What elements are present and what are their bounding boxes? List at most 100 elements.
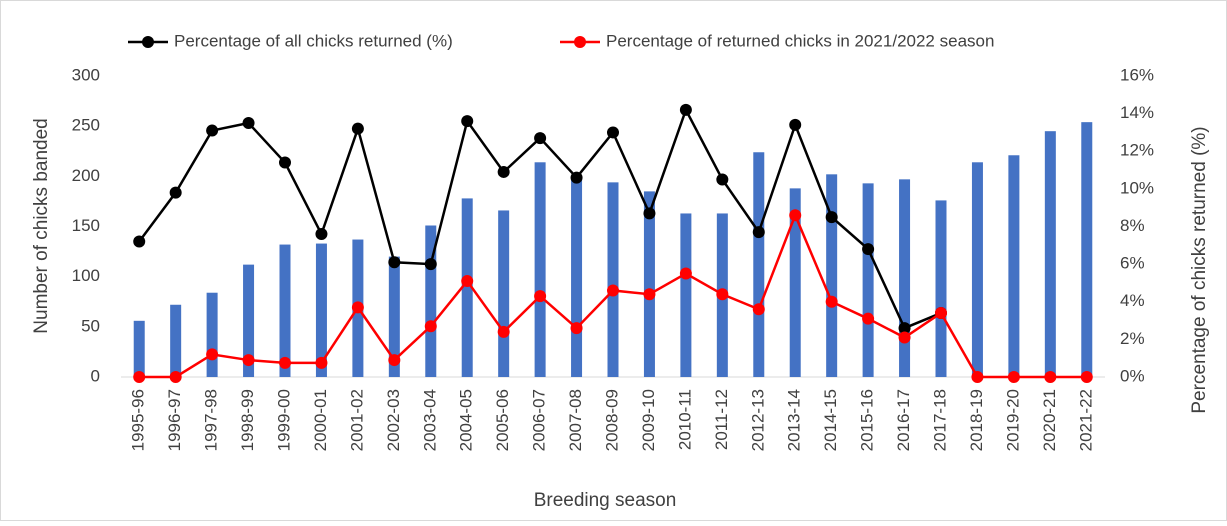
marker — [935, 307, 947, 320]
x-tick-label: 2005-06 — [493, 389, 512, 451]
x-tick-label: 2001-02 — [347, 389, 366, 451]
x-tick-label: 2010-11 — [675, 389, 694, 450]
x-tick-label: 2017-18 — [930, 389, 949, 451]
bar — [1081, 122, 1093, 377]
bar — [680, 213, 692, 377]
y2-tick-label: 10% — [1120, 178, 1154, 197]
marker — [752, 303, 765, 316]
y2-tick-label: 8% — [1120, 216, 1145, 235]
bar — [498, 210, 510, 377]
marker — [351, 301, 364, 314]
bar — [1044, 131, 1056, 377]
x-tick-label: 2000-01 — [311, 389, 330, 451]
y-tick-label: 100 — [72, 266, 100, 285]
marker — [424, 258, 437, 271]
marker — [898, 331, 911, 344]
marker — [424, 320, 437, 333]
marker — [607, 126, 619, 139]
y-tick-label: 150 — [72, 216, 100, 235]
marker — [461, 275, 474, 288]
legend-marker — [574, 36, 586, 48]
marker — [315, 356, 328, 369]
marker — [534, 290, 547, 303]
x-tick-label: 2004-05 — [457, 389, 476, 451]
marker — [169, 371, 182, 383]
x-tick-label: 1995-96 — [129, 389, 148, 451]
x-tick-label: 2009-10 — [639, 389, 658, 451]
marker — [534, 132, 547, 145]
marker — [607, 284, 619, 297]
marker — [752, 226, 765, 239]
bar — [206, 292, 218, 377]
marker — [242, 354, 255, 367]
y2-tick-label: 0% — [1120, 366, 1145, 385]
marker — [206, 124, 219, 137]
marker — [716, 288, 729, 301]
x-tick-label: 2003-04 — [420, 389, 439, 451]
marker — [898, 322, 911, 335]
marker — [497, 165, 510, 178]
marker — [133, 371, 146, 383]
x-tick-label: 2008-09 — [602, 389, 621, 451]
x-tick-label: 2020-21 — [1040, 389, 1059, 451]
x-tick-label: 2018-19 — [967, 389, 986, 451]
x-tick-label: 2006-07 — [530, 389, 549, 451]
bar — [571, 178, 583, 377]
marker — [1080, 371, 1093, 383]
bar — [315, 243, 327, 377]
marker — [570, 322, 583, 335]
marker — [716, 173, 729, 186]
bar — [607, 182, 619, 377]
bar — [753, 152, 765, 377]
marker — [825, 295, 838, 308]
x-tick-label: 1998-99 — [238, 389, 257, 451]
bar — [862, 183, 874, 377]
marker — [1044, 371, 1057, 383]
marker — [315, 228, 328, 241]
bar — [425, 225, 437, 377]
marker — [971, 371, 984, 383]
y-tick-label: 250 — [72, 116, 100, 135]
marker — [497, 325, 510, 338]
bar — [170, 304, 182, 377]
bar — [133, 320, 145, 377]
marker — [789, 118, 802, 131]
marker — [169, 186, 182, 199]
x-tick-label: 1996-97 — [165, 389, 184, 451]
x-tick-label: 2007-08 — [566, 389, 585, 451]
x-tick-label: 1999-00 — [274, 389, 293, 451]
x-tick-label: 2016-17 — [894, 389, 913, 451]
marker — [461, 115, 474, 128]
legend-label: Percentage of all chicks returned (%) — [174, 31, 453, 50]
bar — [279, 244, 291, 377]
marker — [388, 256, 401, 269]
bar — [1008, 155, 1020, 377]
y-tick-label: 300 — [72, 65, 100, 84]
marker — [206, 348, 219, 361]
y2-tick-label: 16% — [1120, 65, 1154, 84]
marker — [133, 235, 146, 248]
marker — [570, 171, 583, 184]
marker — [679, 267, 692, 280]
x-axis-title: Breeding season — [534, 490, 677, 511]
y2-tick-label: 2% — [1120, 329, 1145, 348]
bar — [826, 174, 838, 377]
bar — [388, 256, 400, 377]
y2-tick-label: 12% — [1120, 141, 1154, 160]
bar — [971, 162, 983, 377]
marker — [643, 288, 656, 301]
legend-marker — [142, 36, 154, 48]
marker — [388, 354, 401, 367]
marker — [242, 117, 255, 130]
y-tick-label: 200 — [72, 166, 100, 185]
marker — [825, 211, 838, 224]
x-tick-label: 2014-15 — [821, 389, 840, 451]
marker — [862, 243, 875, 256]
legend-label: Percentage of returned chicks in 2021/20… — [606, 31, 994, 50]
x-tick-label: 2019-20 — [1003, 389, 1022, 451]
x-tick-label: 2013-14 — [785, 389, 804, 451]
x-tick-label: 2015-16 — [858, 389, 877, 451]
x-tick-label: 1997-98 — [202, 389, 221, 451]
bar — [935, 200, 947, 377]
